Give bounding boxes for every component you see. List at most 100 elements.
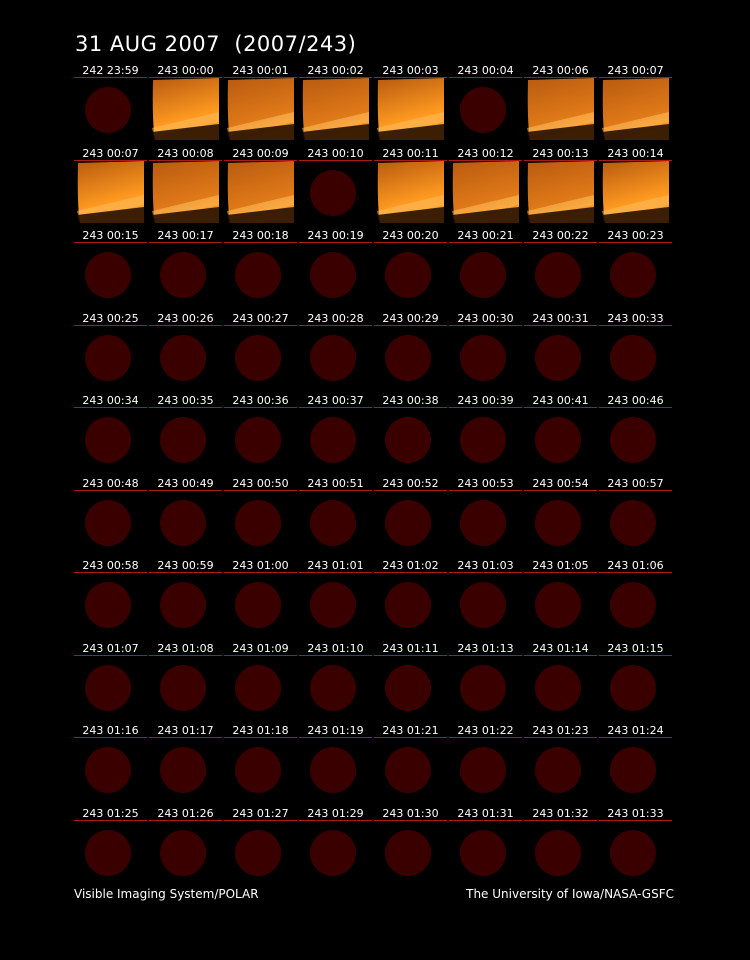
frame-timestamp: 243 01:09 <box>224 642 297 656</box>
auroral-image-frame <box>377 160 444 223</box>
frame-timestamp: 243 00:30 <box>449 312 522 326</box>
grid-row: 243 01:07 243 01:08 243 01:09 243 01:10 243 … <box>74 640 674 723</box>
frame-cell: 243 01:10 <box>299 640 374 723</box>
frame-cell: 243 01:09 <box>224 640 299 723</box>
frame-timestamp: 243 00:10 <box>299 147 372 161</box>
frame-timestamp: 242 23:59 <box>74 64 147 78</box>
frame-cell: 243 01:13 <box>449 640 524 723</box>
auroral-image-frame <box>377 78 444 140</box>
frame-cell: 243 00:46 <box>599 392 674 475</box>
earth-disk-image <box>235 252 281 298</box>
frame-cell: 243 00:28 <box>299 310 374 393</box>
frame-timestamp: 243 00:21 <box>449 229 522 243</box>
frame-timestamp: 243 00:28 <box>299 312 372 326</box>
earth-disk-image <box>385 747 431 793</box>
earth-disk-image <box>160 582 206 628</box>
frame-timestamp: 243 00:39 <box>449 394 522 408</box>
frame-cell: 243 00:57 <box>599 475 674 558</box>
frame-timestamp: 243 00:08 <box>149 147 222 161</box>
earth-disk-image <box>310 664 356 711</box>
auroral-image-frame <box>452 160 519 223</box>
frame-timestamp: 243 01:30 <box>374 807 447 821</box>
frame-timestamp: 243 00:07 <box>599 64 672 78</box>
earth-disk-image <box>310 747 356 793</box>
frame-timestamp: 243 01:24 <box>599 724 672 738</box>
frame-timestamp: 243 01:31 <box>449 807 522 821</box>
frame-cell: 243 01:03 <box>449 557 524 640</box>
earth-disk-image <box>235 499 281 546</box>
frame-timestamp: 243 01:10 <box>299 642 372 656</box>
earth-disk-image <box>535 582 581 628</box>
frame-cell: 243 01:16 <box>74 722 149 805</box>
grid-row: 243 01:25 243 01:26 243 01:27 243 01:29 243 … <box>74 805 674 888</box>
frame-timestamp: 243 01:03 <box>449 559 522 573</box>
earth-disk-image <box>610 499 656 546</box>
grid-row: 243 00:48 243 00:49 243 00:50 243 00:51 243 … <box>74 475 674 558</box>
frame-cell: 243 00:34 <box>74 392 149 475</box>
frame-cell: 243 01:01 <box>299 557 374 640</box>
auroral-image-frame <box>227 78 294 140</box>
frame-cell: 243 01:33 <box>599 805 674 888</box>
earth-disk-image <box>160 334 206 381</box>
earth-disk-image <box>85 417 131 463</box>
frame-cell: 243 00:36 <box>224 392 299 475</box>
frame-cell: 243 00:35 <box>149 392 224 475</box>
frame-timestamp: 243 00:02 <box>299 64 372 78</box>
earth-disk-image <box>85 252 131 298</box>
frame-cell: 243 01:29 <box>299 805 374 888</box>
earth-disk-image <box>385 417 431 463</box>
earth-disk-image <box>535 334 581 381</box>
earth-disk-image <box>310 499 356 546</box>
auroral-image-frame <box>527 160 594 223</box>
grid-row: 243 00:58 243 00:59 243 01:00 243 01:01 243 … <box>74 557 674 640</box>
frame-cell: 243 01:31 <box>449 805 524 888</box>
frame-cell: 243 00:00 <box>149 62 224 145</box>
frame-timestamp: 243 00:07 <box>74 147 147 161</box>
frame-cell: 243 00:52 <box>374 475 449 558</box>
frame-cell: 243 00:14 <box>599 145 674 228</box>
frame-cell: 243 00:30 <box>449 310 524 393</box>
frame-timestamp: 243 01:08 <box>149 642 222 656</box>
frame-cell: 243 01:02 <box>374 557 449 640</box>
frame-timestamp: 243 00:01 <box>224 64 297 78</box>
earth-disk-image <box>160 664 206 711</box>
frame-cell: 243 01:19 <box>299 722 374 805</box>
frame-timestamp: 243 00:50 <box>224 477 297 491</box>
frame-cell: 243 01:32 <box>524 805 599 888</box>
earth-disk-image <box>535 829 581 876</box>
auroral-image-frame <box>602 160 669 223</box>
frame-timestamp: 243 01:26 <box>149 807 222 821</box>
frame-cell: 243 00:53 <box>449 475 524 558</box>
earth-disk-image <box>310 334 356 381</box>
frame-cell: 243 01:22 <box>449 722 524 805</box>
frame-cell: 243 01:07 <box>74 640 149 723</box>
frame-timestamp: 243 00:36 <box>224 394 297 408</box>
grid-row: 243 00:25 243 00:26 243 00:27 243 00:28 243 … <box>74 310 674 393</box>
frame-timestamp: 243 01:02 <box>374 559 447 573</box>
frame-timestamp: 243 00:14 <box>599 147 672 161</box>
frame-timestamp: 243 01:07 <box>74 642 147 656</box>
earth-disk-image <box>610 334 656 381</box>
earth-disk-image <box>460 499 506 546</box>
frame-timestamp: 243 01:23 <box>524 724 597 738</box>
frame-timestamp: 243 00:11 <box>374 147 447 161</box>
frame-cell: 243 01:14 <box>524 640 599 723</box>
frame-timestamp: 243 00:49 <box>149 477 222 491</box>
frame-cell: 243 01:24 <box>599 722 674 805</box>
frame-timestamp: 243 01:17 <box>149 724 222 738</box>
earth-disk-image <box>460 252 506 298</box>
frame-timestamp: 243 01:32 <box>524 807 597 821</box>
frame-timestamp: 243 00:04 <box>449 64 522 78</box>
frame-timestamp: 243 01:25 <box>74 807 147 821</box>
earth-disk-image <box>610 664 656 711</box>
frame-timestamp: 243 01:01 <box>299 559 372 573</box>
earth-disk-image <box>460 87 506 133</box>
frame-timestamp: 243 00:31 <box>524 312 597 326</box>
frame-timestamp: 243 00:57 <box>599 477 672 491</box>
frame-timestamp: 243 00:53 <box>449 477 522 491</box>
earth-disk-image <box>160 252 206 298</box>
earth-disk-image <box>85 87 131 133</box>
instrument-credit: Visible Imaging System/POLAR <box>74 887 259 901</box>
frame-cell: 243 00:39 <box>449 392 524 475</box>
frame-cell: 243 01:21 <box>374 722 449 805</box>
